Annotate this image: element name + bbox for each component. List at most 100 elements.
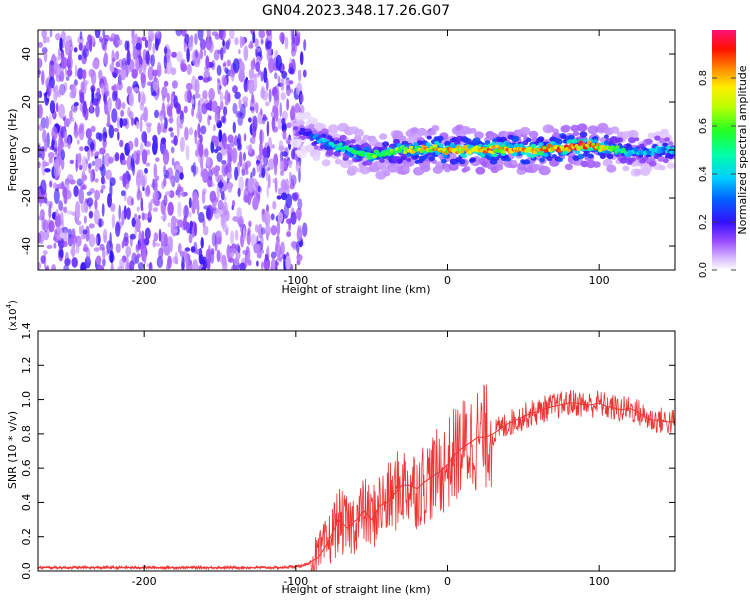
noise-speckle [230,230,235,245]
noise-speckle [267,173,271,189]
noise-speckle [179,250,185,258]
noise-speckle [76,152,82,168]
ridge-mark [658,138,666,144]
noise-speckle [113,128,119,132]
ridge-mark [461,153,468,158]
noise-speckle [244,163,248,172]
noise-speckle [179,172,184,180]
noise-speckle [207,76,213,82]
noise-speckle [85,128,92,139]
noise-speckle [194,78,200,95]
noise-speckle [168,127,174,132]
ridge-mark [595,142,601,147]
noise-speckle [55,209,59,217]
noise-speckle [96,87,101,96]
ridge-mark [659,165,666,171]
noise-speckle [110,203,116,212]
ridge-mark [547,143,552,148]
ridge-mark [606,164,617,173]
ridge-mark [543,153,549,157]
ridge-mark [645,138,653,145]
noise-speckle [135,149,141,158]
noise-speckle [266,77,269,91]
noise-speckle [90,169,93,183]
noise-speckle [142,186,145,192]
noise-speckle [260,234,264,249]
colorbar-tick-label: 0.6 [698,118,709,134]
noise-speckle [124,40,129,51]
noise-speckle [171,228,179,234]
noise-speckle [201,191,206,204]
noise-speckle [130,153,135,167]
noise-speckle [57,183,65,190]
noise-speckle [71,257,78,268]
noise-speckle [97,265,104,270]
noise-speckle [234,91,241,100]
noise-speckle [120,65,127,81]
noise-speckle [198,142,204,158]
noise-speckle [255,102,259,114]
noise-speckle [91,160,96,166]
noise-speckle [286,160,293,165]
y-tick-label: 0.4 [20,494,33,512]
noise-speckle [261,208,265,215]
noise-speckle [152,207,158,213]
noise-speckle [284,36,289,50]
noise-speckle [56,227,64,241]
noise-speckle [256,260,259,267]
noise-speckle [302,69,307,78]
noise-speckle [278,249,283,263]
y-tick-label: 0.8 [20,425,33,443]
noise-speckle [111,85,116,91]
snr-frame [37,330,676,572]
noise-speckle [105,82,109,95]
noise-speckle [163,177,167,187]
noise-speckle [94,189,100,201]
ridge-mark [410,127,420,134]
ridge-mark [505,157,511,162]
noise-speckle [58,47,61,58]
noise-speckle [238,215,244,228]
noise-speckle [186,47,190,63]
ridge-mark [654,135,661,141]
noise-speckle [290,240,297,248]
noise-speckle [49,100,56,114]
noise-speckle [242,227,246,242]
noise-speckle [199,259,205,265]
ridge-mark [653,155,659,159]
noise-speckle [135,172,142,188]
ridge-mark [613,129,620,134]
noise-speckle [102,228,108,244]
noise-speckle [221,162,228,177]
noise-speckle [95,151,100,157]
ridge-mark [572,138,578,144]
ridge-mark [469,157,477,163]
ridge-mark [459,150,465,154]
noise-speckle [49,113,52,125]
ridge-mark [436,135,444,141]
noise-speckle [242,96,249,104]
noise-speckle [143,106,149,123]
noise-speckle [159,110,164,117]
noise-speckle [243,187,250,202]
ridge-mark [666,162,675,169]
noise-speckle [60,149,65,160]
noise-speckle [66,68,73,77]
noise-speckle [299,94,304,103]
noise-speckle [73,101,79,107]
noise-speckle [43,49,48,63]
noise-speckle [274,177,278,193]
noise-speckle [160,241,165,254]
noise-speckle [175,30,182,37]
noise-speckle [106,240,113,254]
noise-speckle [170,131,175,138]
noise-speckle [99,166,104,171]
noise-speckle [192,193,199,210]
noise-speckle [112,90,117,102]
noise-speckle [79,31,83,40]
noise-speckle [120,190,126,197]
noise-speckle [171,157,175,166]
noise-speckle [41,30,47,39]
noise-speckle [100,175,105,185]
ridge-mark [538,142,544,147]
